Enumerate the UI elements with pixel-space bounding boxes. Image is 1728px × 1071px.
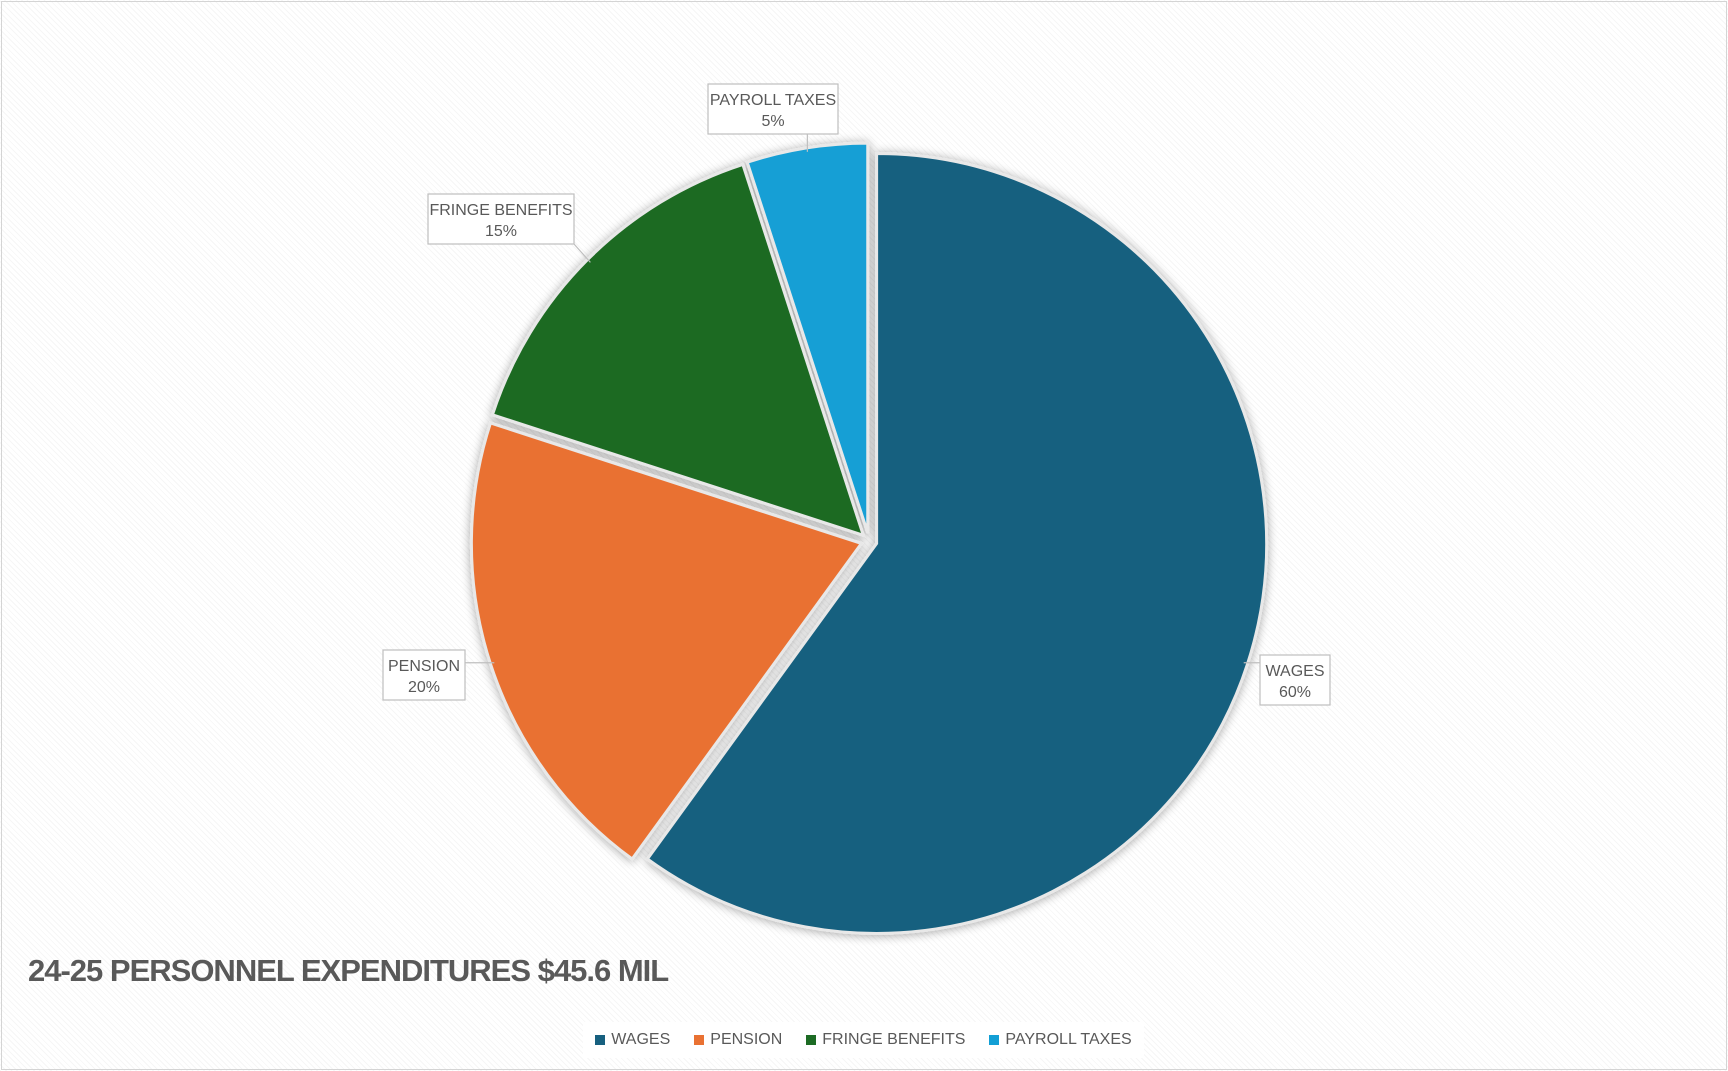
callout-leader-line — [573, 243, 591, 263]
pie-slice-wages — [645, 151, 1269, 935]
data-label-percent: 20% — [408, 679, 440, 696]
callout-box — [707, 83, 839, 135]
chart-legend: WAGES PENSION FRINGE BENEFITS PAYROLL TAXES — [583, 1022, 1144, 1058]
callout-box — [427, 193, 575, 245]
data-label-percent: 5% — [761, 113, 784, 130]
callout-box — [1259, 654, 1331, 706]
data-label-percent: 15% — [485, 223, 517, 240]
data-label-category: PAYROLL TAXES — [710, 92, 836, 109]
callout-box — [382, 649, 466, 701]
legend-swatch — [806, 1035, 817, 1045]
chart-title: 24-25 PERSONNEL EXPENDITURES $45.6 MIL — [28, 953, 669, 988]
data-label-category: PENSION — [388, 658, 460, 675]
legend-swatch — [989, 1035, 1000, 1045]
legend-label: PENSION — [710, 1031, 783, 1048]
legend-swatch — [694, 1035, 705, 1045]
legend-label: FRINGE BENEFITS — [822, 1031, 966, 1048]
legend-item-fringe-benefits: FRINGE BENEFITS — [806, 1031, 965, 1049]
data-label-payroll-taxes: PAYROLL TAXES 5% — [707, 83, 839, 152]
data-label-category: FRINGE BENEFITS — [429, 202, 572, 219]
data-label-percent: 60% — [1279, 684, 1311, 701]
legend-item-pension: PENSION — [694, 1031, 782, 1049]
data-label-category: WAGES — [1266, 663, 1325, 680]
legend-label: WAGES — [611, 1031, 671, 1048]
legend-item-wages: WAGES — [595, 1031, 670, 1049]
legend-item-payroll-taxes: PAYROLL TAXES — [989, 1031, 1132, 1049]
legend-label: PAYROLL TAXES — [1005, 1031, 1132, 1048]
legend-swatch — [595, 1035, 606, 1045]
data-label-pension: PENSION 20% — [382, 649, 495, 701]
data-label-wages: WAGES 60% — [1243, 654, 1331, 706]
pie-slice-payroll-taxes — [745, 141, 870, 534]
data-label-fringe-benefits: FRINGE BENEFITS 15% — [427, 193, 591, 263]
pie-slice-pension — [469, 421, 864, 862]
